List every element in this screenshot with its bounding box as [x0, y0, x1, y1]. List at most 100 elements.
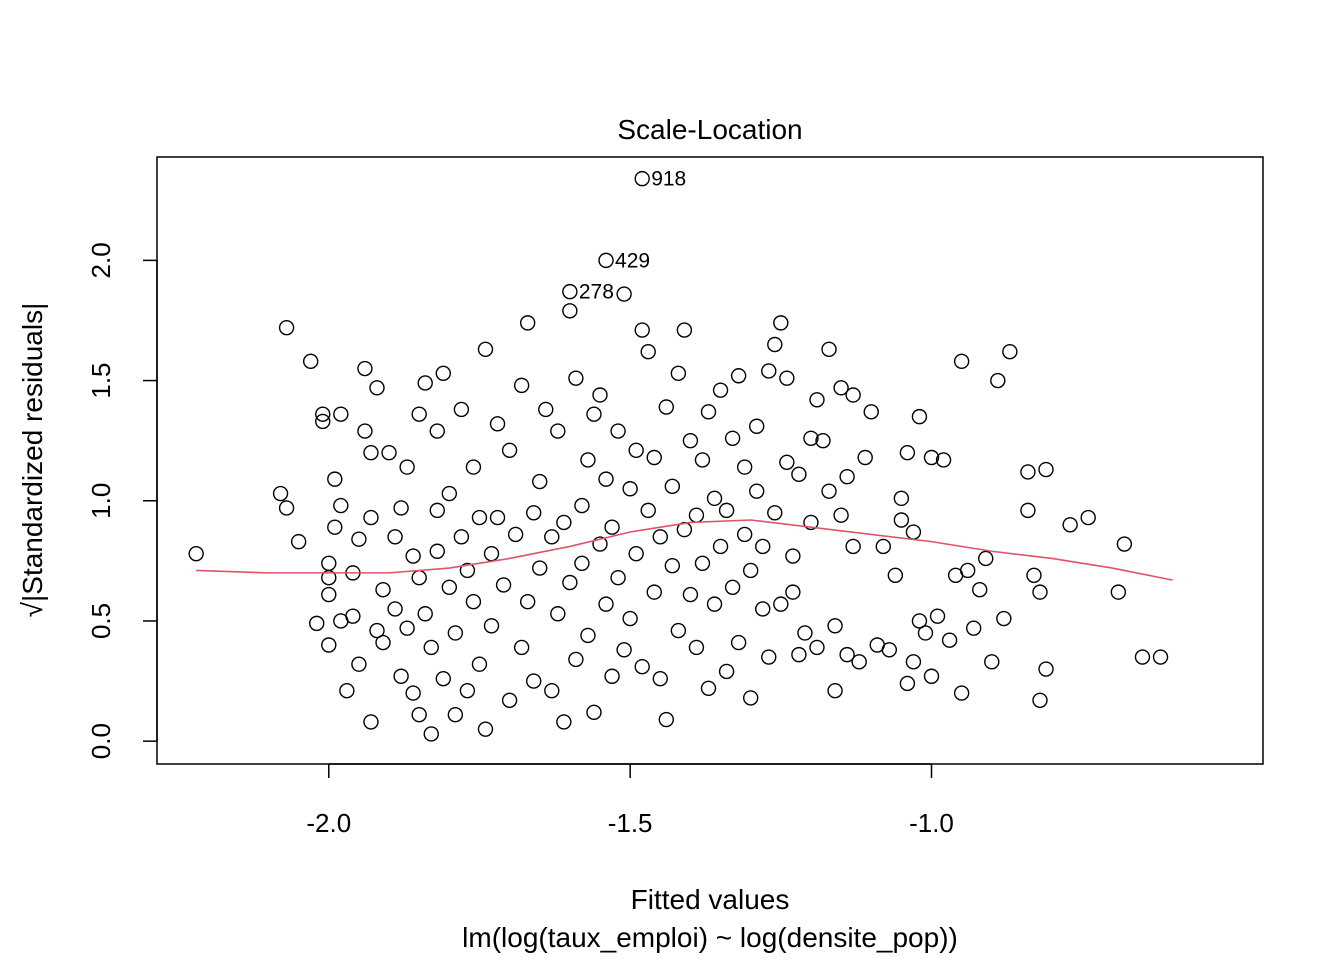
data-point: [471, 656, 488, 672]
data-point: [767, 505, 783, 521]
data-point: [700, 404, 717, 420]
data-point: [501, 692, 518, 708]
data-point: [405, 685, 421, 701]
data-point: [453, 529, 470, 545]
data-point: [598, 596, 614, 612]
data-point: [845, 387, 861, 403]
data-point: [652, 529, 668, 545]
data-point: [622, 481, 638, 497]
data-point: [773, 315, 789, 331]
data-point: [483, 545, 500, 562]
data-point: [429, 502, 445, 519]
data-point: [513, 377, 530, 394]
data-point: [592, 536, 608, 552]
data-point: [345, 608, 361, 624]
data-point: [1038, 461, 1054, 478]
data-point: [580, 452, 596, 468]
data-point: [1152, 649, 1169, 665]
data-point: [622, 610, 638, 627]
data-point: [532, 473, 548, 490]
data-point: [568, 370, 584, 386]
data-point: [290, 533, 307, 550]
data-point: [863, 404, 879, 420]
data-point: [875, 538, 891, 555]
data-point: [718, 502, 735, 519]
data-point: [911, 408, 928, 425]
data-point: [953, 685, 970, 701]
data-point: [357, 423, 373, 439]
data-point: [447, 707, 464, 723]
data-point: [664, 557, 681, 574]
x-tick-label: -2.0: [306, 808, 351, 838]
data-point: [972, 582, 988, 598]
data-point: [965, 620, 982, 636]
data-point: [592, 387, 608, 403]
data-point: [532, 560, 548, 576]
smooth-line: [196, 519, 1173, 581]
data-point: [586, 406, 602, 422]
labeled-data-point: [634, 170, 650, 187]
y-axis: 0.0 0.5 1.0 1.5 2.0: [86, 242, 158, 759]
data-point: [797, 625, 813, 641]
data-point: [749, 483, 765, 499]
data-point: [459, 562, 476, 579]
data-point: [465, 459, 482, 475]
data-point: [616, 286, 632, 302]
data-point: [978, 550, 994, 567]
data-point: [767, 336, 783, 353]
data-point: [755, 601, 771, 617]
data-point: [670, 622, 687, 639]
data-point: [779, 454, 795, 471]
data-point: [658, 711, 675, 728]
data-point: [984, 654, 1000, 670]
data-point: [568, 651, 584, 668]
data-point: [556, 714, 572, 730]
data-point: [990, 372, 1006, 389]
model-subtitle: lm(log(taux_emploi) ~ log(densite_pop)): [462, 922, 958, 953]
data-point: [369, 622, 385, 639]
data-point: [321, 586, 337, 603]
data-point: [706, 596, 723, 612]
data-point: [519, 315, 536, 331]
data-point: [278, 500, 295, 516]
data-point: [441, 485, 458, 502]
data-point: [610, 423, 626, 439]
data-point: [405, 548, 421, 564]
data-point: [586, 704, 602, 721]
data-point: [827, 618, 843, 634]
data-point: [1116, 536, 1133, 552]
data-point: [809, 392, 825, 408]
data-point: [423, 639, 439, 656]
data-point: [670, 365, 687, 382]
data-point: [387, 601, 403, 617]
data-point: [887, 567, 904, 583]
data-point: [821, 341, 837, 358]
data-point: [785, 548, 801, 564]
data-point: [1062, 517, 1078, 533]
data-point: [327, 471, 343, 487]
data-point: [459, 682, 476, 699]
data-point: [562, 303, 578, 319]
data-point: [646, 584, 662, 600]
data-point: [363, 444, 379, 461]
data-point: [953, 353, 970, 370]
data-point: [1032, 584, 1048, 600]
data-point: [785, 584, 801, 600]
data-point: [730, 368, 747, 384]
point-label-918: 918: [651, 168, 686, 191]
data-point: [742, 562, 759, 579]
data-point: [923, 668, 940, 684]
data-point: [628, 442, 644, 458]
data-point: [688, 639, 705, 656]
data-point: [941, 632, 958, 648]
data-point: [363, 714, 379, 730]
data-point: [598, 471, 614, 487]
data-point: [429, 543, 445, 559]
data-point: [694, 555, 711, 571]
data-point: [791, 646, 807, 663]
data-point: [1038, 661, 1054, 677]
data-point: [604, 668, 620, 684]
x-axis-label: Fitted values: [631, 884, 790, 915]
data-point: [574, 497, 590, 514]
